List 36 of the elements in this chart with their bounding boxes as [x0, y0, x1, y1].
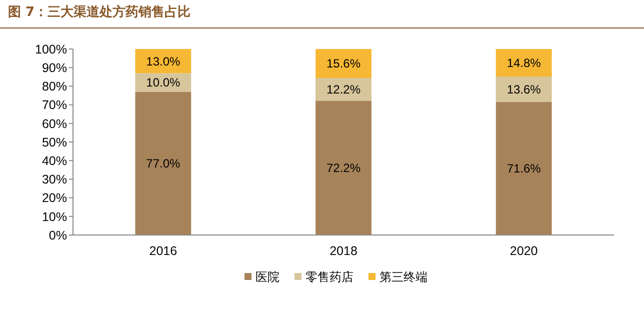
bar	[135, 49, 192, 74]
x-tick-label: 2016	[149, 244, 178, 258]
y-tick-label: 60%	[42, 116, 67, 131]
data-label: 12.2%	[326, 82, 361, 97]
legend-label: 医院	[256, 270, 280, 284]
bar	[316, 78, 372, 101]
y-tick-label: 70%	[42, 98, 67, 112]
y-tick-label: 40%	[42, 154, 67, 168]
data-label: 71.6%	[506, 162, 542, 176]
chart-title: 图 7：三大渠道处方药销售占比	[8, 4, 191, 20]
data-label: 14.8%	[506, 56, 542, 70]
data-label: 77.0%	[146, 156, 181, 171]
data-label: 72.2%	[326, 161, 361, 176]
y-tick-label: 80%	[42, 80, 67, 94]
data-label: 13.6%	[506, 82, 542, 96]
y-tick-label: 0%	[48, 228, 67, 242]
y-tick-label: 90%	[42, 60, 67, 75]
legend-label: 第三终端	[380, 270, 428, 284]
data-label: 10.0%	[146, 76, 181, 90]
x-tick-label: 2020	[510, 244, 538, 258]
bar	[316, 100, 372, 235]
y-tick-label: 20%	[42, 191, 67, 206]
bar	[496, 76, 552, 102]
bar	[135, 92, 192, 235]
legend-label: 零售药店	[306, 270, 354, 284]
y-tick-label: 10%	[42, 210, 67, 224]
data-label: 13.0%	[146, 54, 181, 68]
bar	[135, 73, 192, 92]
y-tick-label: 50%	[42, 135, 67, 150]
x-tick-label: 2018	[330, 244, 358, 258]
bar	[316, 49, 372, 78]
y-tick-label: 30%	[42, 172, 67, 187]
y-tick-label: 100%	[35, 42, 67, 56]
bar	[496, 102, 552, 235]
bar	[496, 49, 552, 77]
data-label: 15.6%	[326, 56, 361, 71]
